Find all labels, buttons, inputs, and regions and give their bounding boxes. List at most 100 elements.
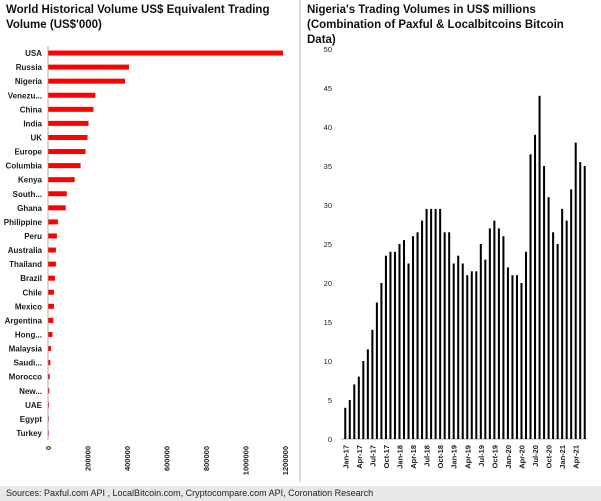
bar: [384, 255, 387, 439]
bar: [398, 244, 401, 439]
bar: [570, 189, 573, 439]
category-label: Columbia: [6, 162, 43, 171]
y-tick-label: 50: [324, 45, 332, 54]
y-tick-label: 0: [328, 435, 332, 444]
world-volume-bar-chart: USA Russia Nigeria Venezu... China India UK Eur…: [4, 46, 290, 475]
bar: [371, 329, 374, 439]
bar: [48, 275, 55, 281]
y-tick-label: 20: [324, 279, 332, 288]
category-label: Kenya: [18, 176, 43, 185]
bar: [466, 275, 469, 439]
x-tick-label: 1200000: [281, 446, 290, 475]
bar: [48, 78, 126, 84]
bar: [380, 283, 383, 439]
x-tick-label: Apr-19: [463, 445, 472, 469]
bar: [407, 263, 410, 439]
bar: [48, 430, 49, 436]
y-tick-label: 40: [324, 123, 332, 132]
bar: [502, 236, 505, 439]
bar: [48, 331, 53, 337]
bar: [48, 388, 50, 394]
bar: [48, 163, 81, 169]
bar: [497, 228, 500, 439]
category-label: UAE: [25, 401, 43, 410]
bar: [493, 220, 496, 439]
bar: [48, 120, 89, 126]
bar: [48, 64, 129, 70]
bar: [357, 376, 360, 439]
x-tick-label: Oct-20: [545, 445, 554, 468]
bar: [48, 261, 56, 267]
bar: [484, 259, 487, 439]
bar: [506, 267, 509, 439]
bar: [48, 191, 67, 197]
bar: [511, 275, 514, 439]
bar: [425, 208, 428, 439]
bar: [344, 407, 347, 439]
bar: [565, 220, 568, 439]
y-tick-label: 10: [324, 357, 332, 366]
category-label: Australia: [8, 246, 43, 255]
x-tick-label: Jan-19: [450, 445, 459, 469]
bar: [348, 400, 351, 439]
bar: [448, 232, 451, 439]
bar: [439, 208, 442, 439]
x-tick-label: Jul-20: [531, 445, 540, 467]
category-label: Saudi...: [14, 359, 42, 368]
x-tick-label: 600000: [163, 446, 172, 471]
y-tick-label: 35: [324, 162, 332, 171]
bar: [452, 263, 455, 439]
bar: [48, 50, 284, 56]
bar: [543, 166, 546, 439]
category-label: Europe: [14, 148, 42, 157]
bar: [402, 240, 406, 439]
bar: [443, 232, 446, 439]
category-label: Turkey: [16, 429, 42, 438]
y-tick-label: 15: [324, 318, 332, 327]
category-label: Nigeria: [15, 77, 43, 86]
bar: [434, 208, 437, 439]
bar: [362, 361, 365, 439]
x-tick-label: Apr-21: [572, 445, 581, 469]
left-chart-panel: World Historical Volume US$ Equivalent T…: [0, 0, 300, 481]
category-label: China: [20, 105, 43, 114]
bar: [353, 384, 356, 439]
right-chart-panel: Nigeria's Trading Volumes in US$ million…: [301, 0, 601, 481]
bar: [479, 244, 482, 439]
bar: [48, 416, 49, 422]
bar: [375, 302, 378, 439]
x-tick-label: 800000: [202, 446, 211, 471]
category-label: Chile: [22, 288, 42, 297]
category-label: Peru: [24, 232, 42, 241]
bar: [583, 166, 586, 439]
bar: [389, 251, 392, 439]
x-tick-label: Jul-19: [477, 445, 486, 467]
bar: [552, 232, 555, 439]
x-tick-label: Apr-20: [517, 445, 526, 469]
bar: [48, 303, 54, 309]
bar: [416, 232, 419, 439]
bar: [561, 208, 564, 439]
bar: [430, 208, 433, 439]
bar: [48, 177, 75, 183]
bar: [48, 106, 94, 112]
category-label: UK: [30, 133, 42, 142]
bar: [48, 402, 49, 408]
x-tick-label: Jan-18: [395, 445, 404, 469]
category-label: Thailand: [9, 260, 42, 269]
bar: [48, 317, 54, 323]
bar: [48, 219, 58, 225]
source-footnote: Sources: Paxful.com API , LocalBitcoin.c…: [0, 486, 601, 501]
bar: [48, 205, 66, 211]
bar: [48, 233, 57, 239]
x-tick-label: Apr-18: [409, 445, 418, 469]
bar: [412, 236, 415, 439]
bar: [48, 346, 51, 352]
y-tick-label: 5: [328, 396, 332, 405]
bar: [48, 134, 88, 140]
x-tick-label: 200000: [84, 446, 93, 471]
category-label: Venezu...: [8, 91, 42, 100]
bar: [547, 197, 550, 439]
bar: [48, 289, 54, 295]
y-tick-label: 25: [324, 240, 332, 249]
